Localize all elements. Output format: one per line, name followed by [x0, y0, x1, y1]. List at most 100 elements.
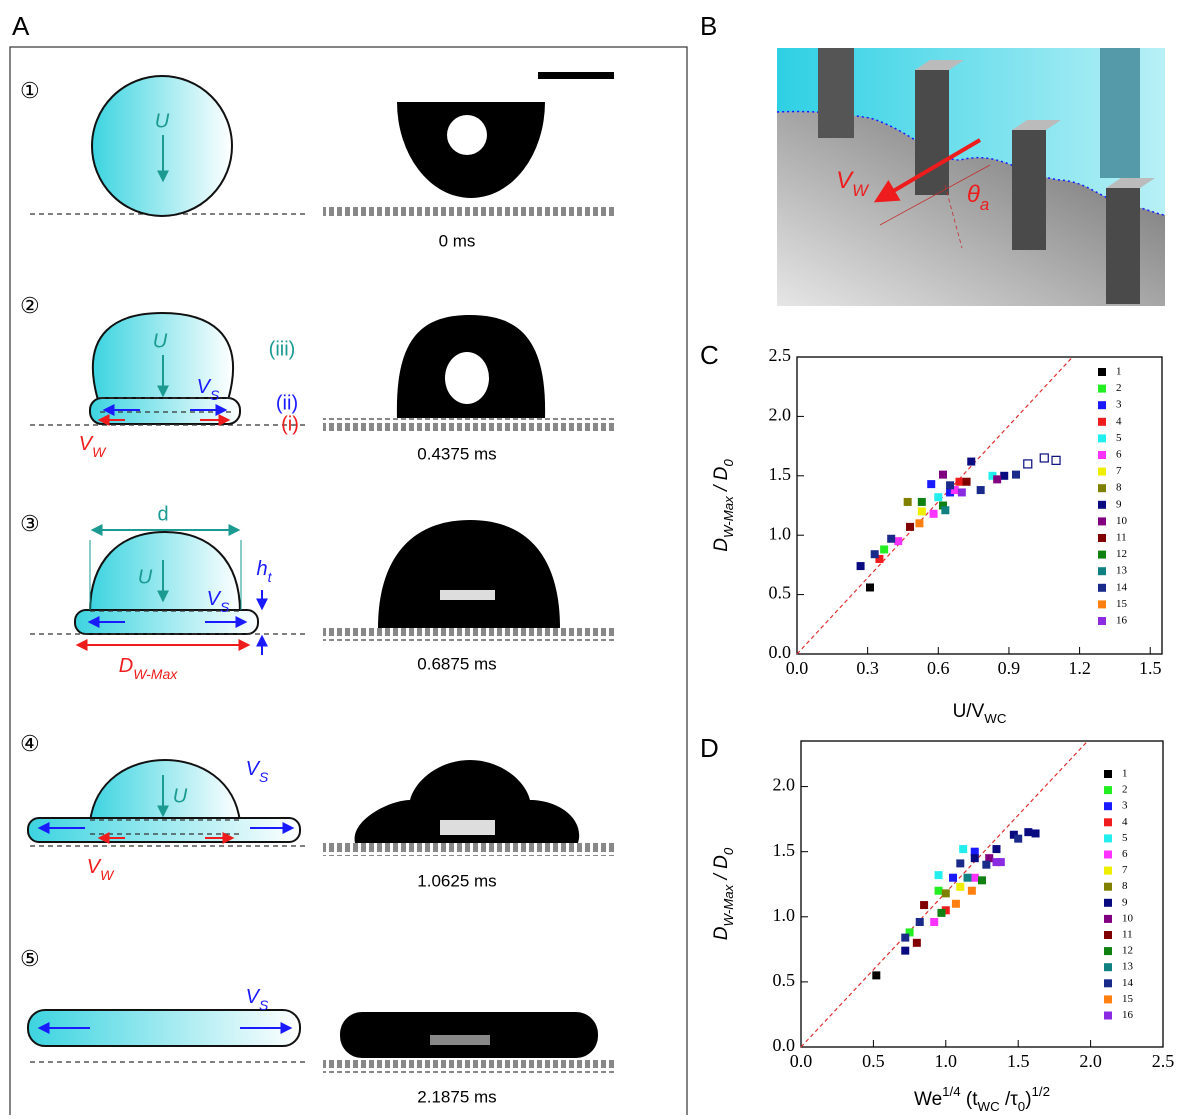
legend-label: 4: [1116, 415, 1122, 427]
time-label: 0.6875 ms: [417, 654, 496, 673]
y-tick-label: 1.0: [773, 905, 796, 925]
point: [956, 859, 964, 867]
point: [959, 845, 967, 853]
point: [887, 535, 895, 543]
legend-label: 14: [1122, 977, 1134, 989]
pillar: [1012, 130, 1046, 250]
x-tick-label: 1.2: [1068, 658, 1091, 678]
legend-swatch: [1098, 484, 1106, 492]
point: [935, 887, 943, 895]
legend-label: 2: [1122, 784, 1128, 796]
legend-swatch: [1098, 434, 1106, 442]
pillar: [1106, 188, 1140, 304]
point: [971, 874, 979, 882]
point: [1032, 829, 1040, 837]
text-part: D: [119, 655, 133, 677]
point: [901, 947, 909, 955]
label: ht: [256, 558, 272, 584]
point: [968, 887, 976, 895]
text-part: D: [711, 926, 732, 940]
text-part: We: [914, 1089, 942, 1110]
point: [982, 861, 990, 869]
substrate: [323, 628, 615, 641]
legend-swatch: [1098, 617, 1106, 625]
point: [906, 523, 914, 531]
legend-swatch: [1104, 867, 1112, 875]
point: [904, 498, 912, 506]
legend-label: 9: [1116, 498, 1122, 510]
panel-b: VW θa: [777, 48, 1165, 306]
substrate: [323, 1060, 615, 1073]
substrate: [323, 418, 615, 431]
legend-swatch: [1098, 385, 1106, 393]
legend-swatch: [1098, 468, 1106, 476]
text-part: (t: [961, 1089, 979, 1110]
substrate: [323, 205, 615, 218]
step-number: ⑤: [20, 946, 40, 971]
legend-label: 7: [1122, 864, 1128, 876]
label: d: [157, 503, 168, 525]
highlight: [447, 115, 487, 155]
text-part: 1/4: [942, 1084, 961, 1099]
legend-swatch: [1104, 963, 1112, 971]
step-number: ④: [20, 731, 40, 756]
point: [1040, 454, 1048, 462]
point: [918, 507, 926, 515]
text-part: 1/2: [1032, 1084, 1051, 1099]
point: [930, 510, 938, 518]
legend-label: 15: [1122, 993, 1134, 1005]
time-label: 1.0625 ms: [417, 871, 496, 890]
legend-label: 16: [1116, 615, 1128, 627]
text-part: W: [852, 181, 870, 200]
y-axis-label: DW-Max / D0: [711, 459, 736, 552]
legend-label: 5: [1122, 832, 1128, 844]
point: [930, 918, 938, 926]
point: [935, 871, 943, 879]
text-part: W: [100, 867, 115, 883]
legend-swatch: [1104, 883, 1112, 891]
x-axis-label: U/VWC: [953, 701, 1007, 726]
text-part: θ: [967, 181, 980, 208]
y-tick-label: 2.0: [769, 405, 792, 425]
legend-label: 6: [1122, 848, 1128, 860]
point: [958, 488, 966, 496]
pillar: [818, 48, 854, 138]
droplet: [90, 760, 240, 822]
text-part: / D: [711, 855, 732, 885]
legend-swatch: [1098, 451, 1106, 459]
legend-swatch: [1104, 915, 1112, 923]
point: [956, 883, 964, 891]
y-tick-label: 0.5: [769, 583, 792, 603]
text-part: S: [210, 387, 220, 403]
y-tick-label: 0.5: [773, 970, 796, 990]
text-part: S: [259, 997, 269, 1013]
x-tick-label: 1.5: [1007, 1051, 1030, 1071]
highlight: [440, 820, 495, 835]
x-axis-label: We1/4 (tWC /τ0)1/2: [914, 1084, 1050, 1114]
legend-swatch: [1098, 368, 1106, 376]
legend-label: 13: [1116, 565, 1128, 577]
point: [927, 480, 935, 488]
reference-line: [797, 357, 1073, 654]
legend-swatch: [1104, 802, 1112, 810]
point: [942, 889, 950, 897]
legend-label: 16: [1122, 1009, 1134, 1021]
legend-swatch: [1104, 818, 1112, 826]
legend-swatch: [1098, 501, 1106, 509]
legend-label: 14: [1116, 581, 1128, 593]
point: [992, 845, 1000, 853]
label: VW: [79, 433, 107, 459]
y-axis-label: DW-Max / D0: [711, 847, 736, 940]
point: [915, 519, 923, 527]
label: U: [173, 785, 188, 807]
point: [1000, 472, 1008, 480]
text-part: S: [220, 599, 230, 615]
film: [28, 818, 300, 842]
point: [872, 971, 880, 979]
legend-label: 2: [1116, 382, 1122, 394]
step-number: ③: [20, 511, 40, 536]
label: VS: [246, 986, 269, 1012]
legend-label: 9: [1122, 896, 1128, 908]
pillar: [1100, 48, 1140, 178]
legend-swatch: [1098, 551, 1106, 559]
